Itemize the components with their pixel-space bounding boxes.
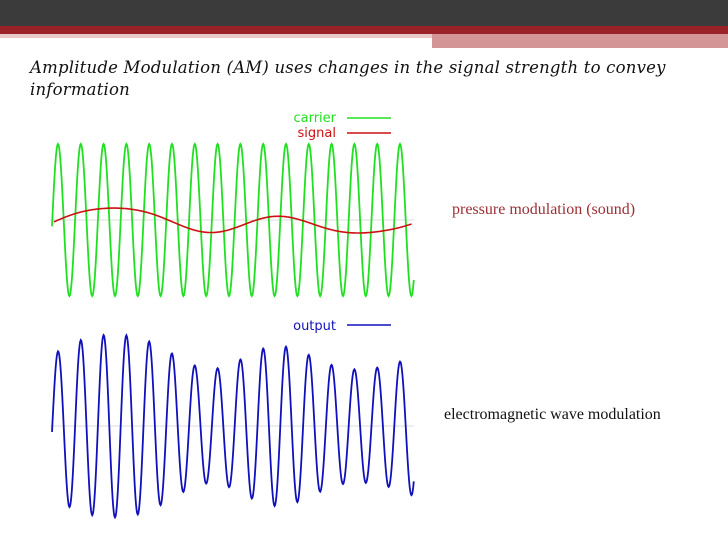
carrier-wave <box>51 142 415 298</box>
header-red-band <box>0 26 728 34</box>
slide-title: Amplitude Modulation (AM) uses changes i… <box>30 58 666 99</box>
legend-carrier: carrier <box>293 111 391 126</box>
signal-wave <box>53 207 412 234</box>
caption-em-modulation: electromagnetic wave modulation <box>444 406 661 423</box>
legend-carrier-label: carrier <box>293 111 336 126</box>
legend-signal-label: signal <box>298 126 336 141</box>
slide-header-bar <box>0 0 728 48</box>
output-wave <box>51 333 415 520</box>
legend-output-label: output <box>293 319 336 334</box>
carrier-signal-panel: carrier signal <box>50 111 415 298</box>
header-light-band <box>0 34 728 38</box>
legend-signal: signal <box>298 126 391 141</box>
header-dark-band <box>0 0 728 26</box>
header-accent-block <box>432 34 728 48</box>
caption-pressure-modulation: pressure modulation (sound) <box>452 201 636 218</box>
output-panel: output <box>50 319 415 520</box>
legend-output: output <box>293 319 391 334</box>
